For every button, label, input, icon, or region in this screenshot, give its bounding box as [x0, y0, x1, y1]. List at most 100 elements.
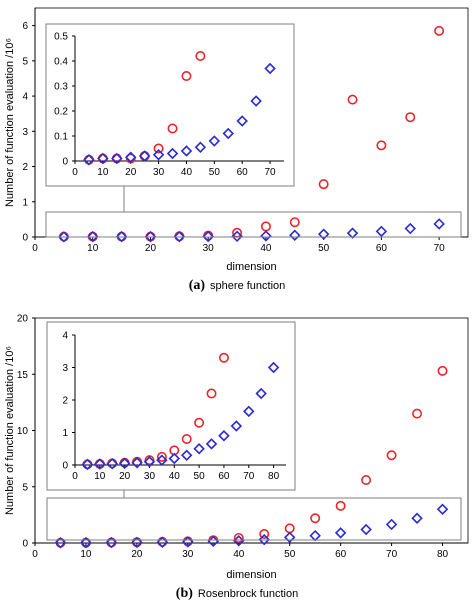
a-zoom-region-box: [45, 211, 462, 238]
a-main-x-tick-label: 50: [318, 243, 330, 254]
a-main-x-tick-label: 20: [145, 243, 157, 254]
a-main-diamond-point: [375, 225, 388, 238]
b-main-y-tick-label: 5: [22, 482, 28, 493]
b-inset-circle-point: [194, 417, 205, 428]
b-main-circle-point: [106, 537, 117, 548]
b-inset-diamond-point: [193, 443, 205, 455]
a-main-circle-point: [347, 94, 358, 105]
a-main-x-tick-label: 60: [376, 243, 388, 254]
a-main-circle-point: [434, 25, 445, 36]
b-inset-circle-point: [206, 388, 217, 399]
b-main-circle-point: [284, 523, 295, 534]
a-inset-diamond-point: [97, 152, 109, 165]
a-main-diamond-point: [58, 231, 70, 243]
b-main-circle-point: [412, 408, 423, 419]
b-main-diamond-point: [80, 536, 92, 549]
a-main-diamond-point: [144, 230, 157, 243]
b-inset-diamond-point: [267, 361, 280, 374]
b-main-diamond-point: [334, 527, 347, 539]
a-inset-diamond-point: [208, 135, 221, 147]
a-main-diamond-point: [231, 230, 243, 243]
b-inset-y-tick-label: 4: [62, 331, 68, 342]
a-main-y-tick-label: 1: [22, 197, 28, 208]
b-main-diamond-point: [233, 535, 245, 547]
a-caption-text: sphere function: [210, 280, 285, 292]
a-main-x-tick-label: 70: [434, 243, 446, 254]
a-inset-circle-point: [195, 50, 206, 61]
b-inset-circle-point: [218, 352, 229, 363]
b-main-circle-point: [259, 528, 270, 539]
a-inset-diamond-point: [125, 151, 137, 163]
a-main-diamond-point: [115, 230, 128, 243]
a-inset-x-tick-label: 30: [153, 167, 165, 178]
a-inset-diamond-point: [236, 115, 248, 127]
b-zoom-region-box: [46, 497, 462, 541]
b-caption: (b) Rosenbrock function: [176, 586, 298, 601]
b-main-x-tick-label: 30: [182, 549, 194, 560]
a-inset-diamond-point: [83, 154, 95, 166]
a-x-axis-label: dimension: [226, 261, 276, 273]
b-main-x-tick-label: 0: [32, 549, 38, 560]
b-inset-diamond-point: [255, 387, 267, 400]
b-inset-y-tick-label: 0: [62, 461, 68, 472]
b-main-y-tick-label: 10: [17, 426, 29, 437]
a-inset-x-tick-label: 60: [237, 167, 249, 178]
a-main-circle-point: [289, 217, 300, 228]
a-main-circle-point: [260, 221, 271, 232]
b-inset-x-tick-label: 30: [144, 471, 156, 482]
a-inset-diamond-point: [180, 145, 193, 157]
b-caption-letter: (b): [176, 586, 193, 601]
a-inset-x-tick-label: 40: [181, 167, 193, 178]
b-main-circle-point: [361, 474, 372, 485]
a-inset-x-tick-label: 10: [97, 167, 109, 178]
b-main-diamond-point: [309, 529, 321, 542]
b-inset-diamond-point: [218, 430, 230, 442]
a-y-axis-label: Number of function evaluation /10⁶: [4, 38, 16, 207]
b-x-axis-label: dimension: [226, 569, 276, 581]
b-main-diamond-point: [105, 536, 118, 549]
b-main-diamond-point: [54, 537, 67, 549]
a-inset-box: [45, 23, 295, 187]
b-main-x-tick-label: 40: [233, 549, 245, 560]
b-inset-y-tick-label: 2: [62, 396, 68, 407]
b-inset-diamond-point: [180, 449, 193, 461]
a-main-y-tick-label: 0: [22, 233, 28, 244]
a-inset-circle-point: [167, 123, 178, 134]
b-inset-x-tick-label: 10: [94, 471, 106, 482]
a-main-y-tick-label: 3: [22, 127, 28, 138]
b-main-circle-point: [310, 513, 321, 524]
b-main-circle-point: [233, 532, 244, 543]
b-inset-x-tick-label: 80: [268, 471, 280, 482]
a-main-diamond-point: [404, 222, 416, 235]
a-main-y-tick-label: 2: [22, 162, 28, 173]
b-inset-x-tick-label: 20: [119, 471, 131, 482]
a-inset-diamond-point: [138, 150, 151, 162]
a-main-diamond-point: [433, 218, 445, 230]
a-inset-diamond-point: [111, 152, 123, 165]
b-main-diamond-point: [258, 533, 270, 546]
b-main-diamond-point: [436, 503, 449, 515]
b-inset-plot: 0 10 20 30 40 50 60 70 80 0 1 2 3 4: [62, 331, 286, 482]
a-main-x-tick-label: 40: [260, 243, 272, 254]
b-inset-diamond-point: [156, 454, 168, 466]
b-main-diamond-point: [360, 523, 372, 536]
a-main-circle-point: [318, 179, 329, 190]
b-inset-x-tick-label: 70: [243, 471, 255, 482]
b-main-x-tick-label: 50: [284, 549, 296, 560]
b-inset-circle-point: [144, 455, 155, 466]
a-inset-diamond-point: [222, 127, 234, 140]
a-main-diamond-point: [260, 230, 272, 242]
b-main-x-tick-label: 60: [335, 549, 347, 560]
a-inset-diamond-point: [152, 149, 165, 161]
b-inset-x-tick-label: 0: [72, 471, 78, 482]
a-inset-y-tick-label: 0.4: [54, 57, 68, 68]
b-inset-circle-point: [181, 433, 192, 444]
b-main-x-tick-label: 10: [80, 549, 92, 560]
a-inset-circle-point: [181, 71, 192, 82]
b-main-y-tick-label: 20: [17, 314, 29, 325]
b-main-circle-point: [437, 365, 448, 376]
b-inset-y-tick-label: 3: [62, 363, 68, 374]
a-inset-diamond-point: [166, 147, 179, 160]
